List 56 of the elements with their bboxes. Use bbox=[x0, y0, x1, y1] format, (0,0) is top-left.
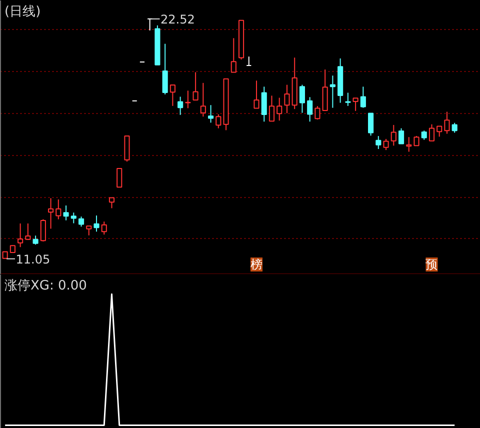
chart-title: 涨停XG: 0.00 bbox=[4, 278, 87, 294]
text: 榜 bbox=[250, 258, 262, 272]
candlestick bbox=[216, 114, 222, 129]
candlestick bbox=[147, 18, 153, 31]
candlestick bbox=[360, 86, 366, 108]
candlestick bbox=[444, 111, 450, 134]
candlestick bbox=[230, 38, 236, 73]
candlestick bbox=[452, 122, 458, 134]
text: 预 bbox=[426, 258, 438, 272]
candlestick bbox=[268, 95, 275, 122]
candlestick bbox=[352, 97, 358, 112]
candlestick bbox=[299, 84, 305, 114]
candlestick bbox=[383, 138, 389, 151]
candlestick bbox=[40, 218, 46, 242]
candlestick bbox=[414, 136, 420, 146]
candlestick bbox=[94, 215, 100, 232]
candlestick bbox=[63, 204, 69, 221]
candlestick bbox=[368, 112, 374, 136]
candlestick bbox=[18, 222, 24, 248]
candlestick bbox=[390, 124, 396, 146]
candlestick bbox=[330, 75, 336, 108]
candlestick bbox=[178, 96, 184, 116]
candlestick bbox=[25, 222, 31, 240]
chart-title: (日线) bbox=[4, 4, 41, 20]
candlestick bbox=[208, 104, 214, 124]
candlestick bbox=[78, 216, 84, 228]
candlestick bbox=[322, 69, 328, 112]
candlestick bbox=[56, 198, 62, 220]
candlestick bbox=[376, 136, 382, 150]
candlestick bbox=[406, 136, 412, 152]
candlestick bbox=[421, 130, 427, 140]
candlestick bbox=[436, 125, 442, 138]
candlestick bbox=[276, 97, 282, 122]
annotation: 11.05 bbox=[16, 252, 50, 266]
candlestick bbox=[307, 96, 313, 122]
candlestick bbox=[170, 84, 176, 106]
candlestick bbox=[261, 86, 267, 122]
candlestick bbox=[345, 92, 351, 106]
candlestick bbox=[70, 212, 76, 224]
candlestick bbox=[86, 225, 92, 236]
candlestick bbox=[101, 221, 107, 236]
candlestick bbox=[116, 168, 122, 188]
candlestick bbox=[246, 56, 252, 66]
candlestick bbox=[254, 80, 260, 109]
candlestick bbox=[284, 84, 290, 114]
annotation: 22.52 bbox=[160, 12, 195, 26]
candlestick bbox=[200, 82, 206, 118]
candlestick bbox=[192, 72, 198, 101]
candlestick bbox=[428, 124, 435, 142]
candlestick bbox=[162, 43, 168, 95]
candlestick bbox=[185, 90, 191, 109]
candlestick bbox=[314, 106, 320, 120]
candlestick bbox=[124, 136, 130, 162]
candlestick bbox=[108, 197, 115, 209]
candlestick bbox=[398, 128, 404, 144]
candlestick bbox=[48, 198, 54, 230]
